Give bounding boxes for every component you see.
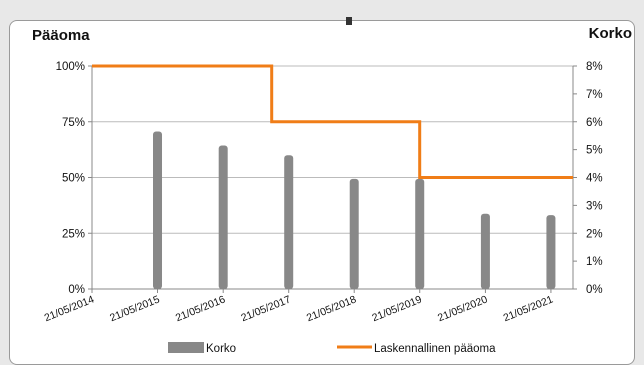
x-tick-label: 21/05/2015 [108, 293, 161, 324]
right-tick-label: 6% [586, 117, 603, 129]
x-tick-label: 21/05/2020 [436, 293, 489, 324]
right-tick-label: 2% [586, 228, 603, 240]
bar [415, 178, 425, 289]
legend-label-bar: Korko [206, 343, 236, 355]
line-series [92, 64, 573, 179]
right-tick-label: 4% [586, 173, 603, 185]
left-tick-label: 75% [62, 117, 85, 129]
x-tick-label: 21/05/2017 [239, 293, 292, 324]
left-tick-label: 25% [62, 228, 85, 240]
x-tick-label: 21/05/2014 [43, 293, 96, 324]
title-stub [346, 17, 352, 25]
bar [218, 145, 228, 289]
left-axis-title: Pääoma [32, 27, 90, 44]
chart-card [9, 17, 635, 365]
bar [284, 155, 294, 289]
left-tick-label: 100% [56, 61, 85, 73]
right-axis-title: Korko [588, 25, 632, 42]
x-tick-label: 21/05/2019 [370, 293, 423, 324]
right-tick-label: 7% [586, 89, 603, 101]
right-tick-label: 5% [586, 145, 603, 157]
left-tick-label: 0% [68, 284, 85, 296]
x-tick-label: 21/05/2016 [174, 293, 227, 324]
right-tick-label: 1% [586, 256, 603, 268]
x-tick-label: 21/05/2021 [502, 293, 555, 324]
left-tick-label: 50% [62, 173, 85, 185]
right-tick-label: 3% [586, 200, 603, 212]
bar [153, 131, 163, 289]
legend-label-line: Laskennallinen pääoma [374, 343, 496, 355]
bar [349, 178, 359, 289]
bar [546, 215, 556, 289]
bar [480, 213, 490, 289]
x-tick-label: 21/05/2018 [305, 293, 358, 324]
right-tick-label: 0% [586, 284, 603, 296]
right-tick-label: 8% [586, 61, 603, 73]
legend-swatch-bar [168, 342, 204, 353]
